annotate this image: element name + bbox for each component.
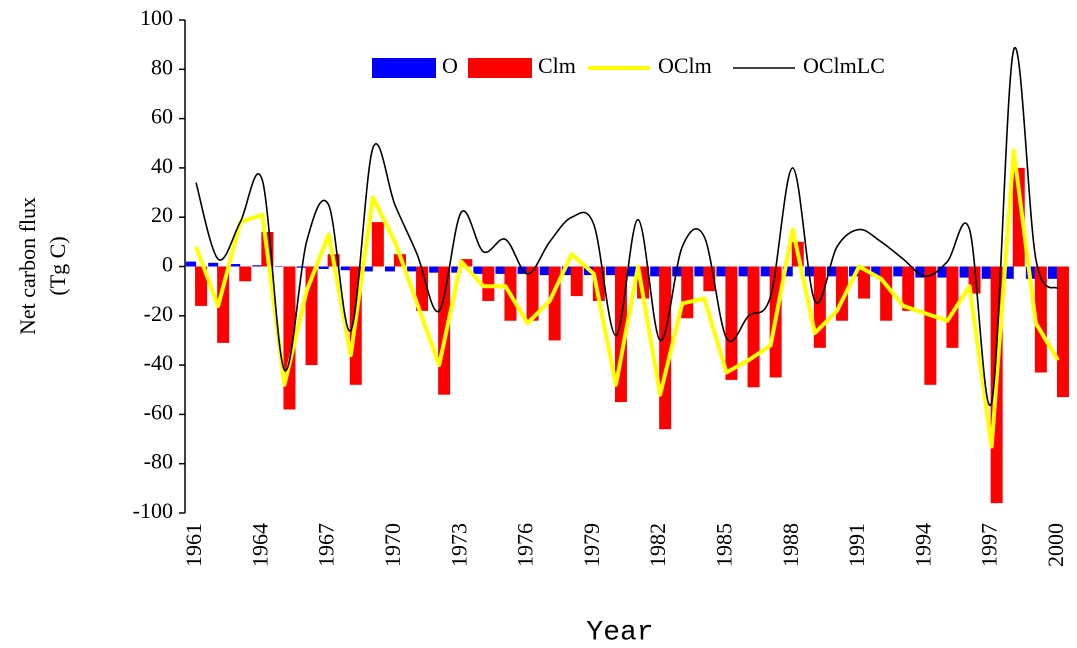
bar (628, 266, 639, 277)
bar (451, 266, 462, 273)
bar (946, 266, 959, 348)
bar (858, 266, 871, 299)
bar (782, 266, 793, 277)
bar (340, 266, 351, 271)
y-axis-label-line: Net carbon flux (15, 197, 40, 335)
bar (672, 266, 683, 277)
bar (902, 266, 915, 311)
y-tick-label: 0 (162, 252, 173, 277)
bar (924, 266, 937, 385)
line (195, 46, 1059, 407)
x-tick-label: 1973 (446, 523, 471, 567)
y-tick-label: 20 (151, 202, 173, 227)
bar (495, 266, 506, 274)
bar (482, 266, 495, 302)
bar (937, 266, 948, 278)
bar (274, 266, 285, 267)
bar (915, 266, 926, 278)
x-tick-label: 1961 (181, 523, 206, 567)
bar (813, 266, 826, 348)
bar (694, 266, 705, 277)
x-tick-label: 1997 (977, 523, 1002, 567)
y-tick-label: -80 (144, 449, 173, 474)
line (194, 148, 1060, 449)
bar (804, 266, 815, 277)
bar (252, 265, 263, 267)
bar (429, 266, 440, 273)
bar (760, 266, 771, 277)
bar (460, 259, 473, 267)
legend-label: Clm (538, 53, 576, 78)
y-tick-label: 40 (151, 153, 173, 178)
bar (1034, 266, 1047, 373)
x-tick-label: 1994 (910, 523, 935, 567)
bar (195, 266, 208, 306)
bar (826, 266, 837, 277)
legend-label: O (442, 53, 458, 78)
bar (186, 261, 197, 267)
bar (738, 266, 749, 277)
y-axis-label: Net carbon flux (Tg C) (15, 197, 70, 335)
bar (605, 266, 616, 276)
bar (217, 266, 230, 343)
x-tick-label: 1982 (645, 523, 670, 567)
x-tick-label: 1967 (314, 523, 339, 567)
bar (681, 266, 694, 319)
y-tick-label: -100 (133, 498, 173, 523)
bar (407, 266, 418, 272)
legend-swatch (372, 58, 436, 78)
y-tick-label: 80 (151, 54, 173, 79)
x-tick-label: 1964 (247, 523, 272, 567)
bar (1056, 266, 1069, 398)
legend-label: OClm (658, 53, 712, 78)
bar (1012, 167, 1025, 267)
bar (880, 266, 893, 321)
y-tick-label: 100 (140, 5, 173, 30)
legend-swatch (468, 58, 532, 78)
bar (539, 266, 550, 276)
x-tick-label: 1988 (778, 523, 803, 567)
y-axis-label-line: (Tg C) (45, 236, 70, 295)
x-tick-label: 1985 (711, 523, 736, 567)
bar (561, 266, 572, 276)
bar (230, 264, 241, 267)
bar (208, 262, 219, 267)
legend-label: OClmLC (803, 53, 885, 78)
bar (959, 266, 970, 278)
bar (318, 266, 329, 269)
bar (473, 266, 484, 274)
y-tick-label: -60 (144, 399, 173, 424)
bar (526, 266, 539, 321)
x-axis-label: Year (586, 617, 653, 648)
x-tick-label: 1991 (844, 523, 869, 567)
y-tick-label: 60 (151, 104, 173, 129)
bar (371, 222, 384, 267)
x-tick-label: 1970 (380, 523, 405, 567)
x-tick-label: 1979 (579, 523, 604, 567)
bar (981, 266, 992, 279)
bar (725, 266, 738, 380)
bar (239, 266, 252, 282)
bar (384, 266, 395, 272)
bar (747, 266, 760, 388)
bar (650, 266, 661, 277)
y-tick-label: -40 (144, 350, 173, 375)
x-tick-label: 2000 (1043, 523, 1068, 567)
bar (871, 266, 882, 277)
bar (570, 266, 583, 297)
y-tick-label: -20 (144, 301, 173, 326)
bar (362, 266, 373, 272)
bar (659, 266, 672, 430)
bar (893, 266, 904, 277)
bar (1003, 266, 1014, 279)
bar (1047, 266, 1058, 279)
bar (849, 266, 860, 277)
bar (716, 266, 727, 277)
x-tick-label: 1976 (513, 523, 538, 567)
